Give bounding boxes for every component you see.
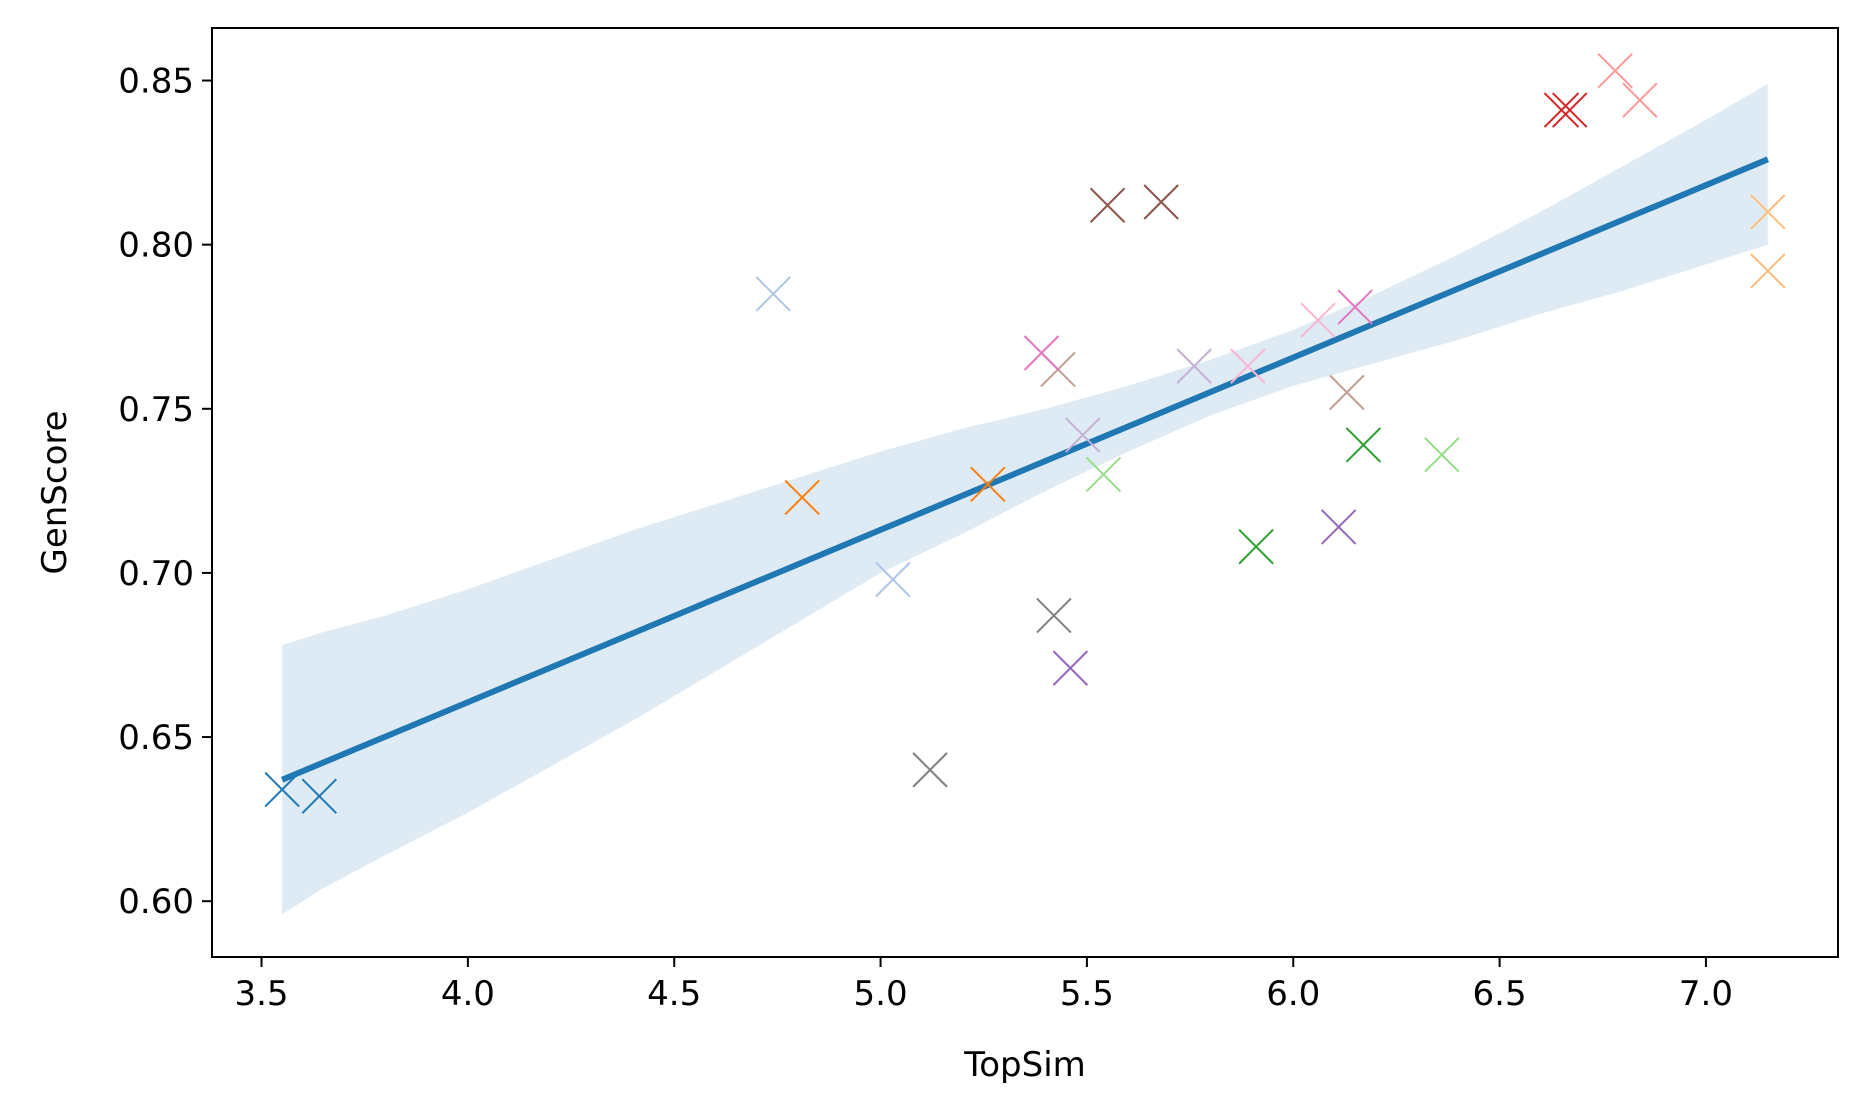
y-tick-label: 0.75: [118, 390, 194, 430]
y-tick-label: 0.65: [118, 718, 194, 758]
data-point: [1300, 302, 1336, 338]
data-point: [1052, 650, 1089, 686]
data-point-stroke: [301, 778, 338, 814]
data-points-layer: [264, 52, 1786, 814]
data-point-stroke: [1089, 187, 1126, 223]
data-point-stroke: [755, 276, 791, 312]
data-point: [1036, 597, 1072, 634]
data-point-stroke: [1329, 374, 1365, 411]
x-tick-label: 7.0: [1679, 974, 1733, 1014]
data-point: [755, 276, 791, 312]
data-point-stroke: [1597, 52, 1633, 89]
data-point: [1085, 456, 1122, 493]
data-point-stroke: [1023, 335, 1060, 371]
x-tick-label: 4.5: [647, 974, 701, 1014]
data-point: [1320, 509, 1357, 545]
y-tick-label: 0.70: [118, 554, 194, 594]
x-tick-label: 6.5: [1473, 974, 1527, 1014]
data-point-stroke: [1143, 184, 1179, 220]
confidence-band-layer: [282, 83, 1768, 915]
data-point: [264, 771, 300, 808]
data-point-stroke: [970, 466, 1006, 503]
y-tick-label: 0.60: [118, 882, 194, 922]
data-point-stroke: [1552, 92, 1588, 128]
x-tick-label: 4.0: [441, 974, 495, 1014]
data-point-stroke: [1543, 92, 1580, 128]
confidence-band: [282, 83, 1768, 915]
data-point-stroke: [1238, 528, 1274, 565]
y-tick-label: 0.80: [118, 226, 194, 266]
data-point: [301, 778, 338, 814]
data-point: [970, 466, 1006, 503]
data-point-stroke: [1750, 194, 1786, 230]
data-point: [1089, 187, 1126, 223]
data-point: [1023, 335, 1060, 371]
data-point-stroke: [1622, 82, 1658, 118]
data-point-stroke: [1065, 417, 1101, 453]
plot-frame: [211, 27, 1839, 958]
data-point-stroke: [784, 479, 820, 516]
x-tick-label: 5.5: [1060, 974, 1114, 1014]
regression-line-layer: [281, 156, 1769, 783]
data-point: [875, 561, 911, 598]
data-point-stroke: [1320, 509, 1357, 545]
data-point: [1143, 184, 1179, 220]
data-point-stroke: [875, 561, 911, 598]
x-tick-label: 5.0: [854, 974, 908, 1014]
data-point: [1750, 253, 1786, 289]
data-point: [1337, 289, 1373, 325]
data-point: [1238, 528, 1274, 565]
data-point: [912, 752, 948, 788]
data-point: [1176, 348, 1212, 384]
x-tick-label: 6.0: [1266, 974, 1320, 1014]
data-point-stroke: [1300, 302, 1336, 338]
data-point: [1230, 348, 1266, 384]
data-point-stroke: [1337, 289, 1373, 325]
data-point-stroke: [1345, 427, 1382, 463]
data-point-stroke: [1176, 348, 1212, 384]
regression-line: [281, 156, 1769, 783]
data-point: [1597, 52, 1633, 89]
data-point-stroke: [1750, 253, 1786, 289]
data-point: [1065, 417, 1101, 453]
x-tick-label: 3.5: [234, 974, 288, 1014]
data-point-stroke: [1424, 437, 1460, 473]
data-point: [1424, 437, 1460, 473]
data-point: [784, 479, 820, 516]
data-point-stroke: [1036, 597, 1072, 634]
data-point: [1552, 92, 1588, 128]
data-point: [1345, 427, 1382, 463]
data-point-stroke: [912, 752, 948, 788]
axes-layer: 3.5 4.0 4.5 5.0 5.5 6.0 6.5 7.0 0.60 0.65 0.70 0.75…: [118, 27, 1839, 1014]
data-point: [1543, 92, 1580, 128]
y-axis-label: GenScore: [35, 410, 75, 574]
data-point: [1329, 374, 1365, 411]
data-point-stroke: [264, 771, 300, 808]
data-point-stroke: [1085, 456, 1122, 493]
x-axis-label: TopSim: [963, 1045, 1086, 1085]
data-point-stroke: [1230, 348, 1266, 384]
y-tick-label: 0.85: [118, 62, 194, 102]
data-point-stroke: [1052, 650, 1089, 686]
data-point: [1750, 194, 1786, 230]
data-point: [1622, 82, 1658, 118]
